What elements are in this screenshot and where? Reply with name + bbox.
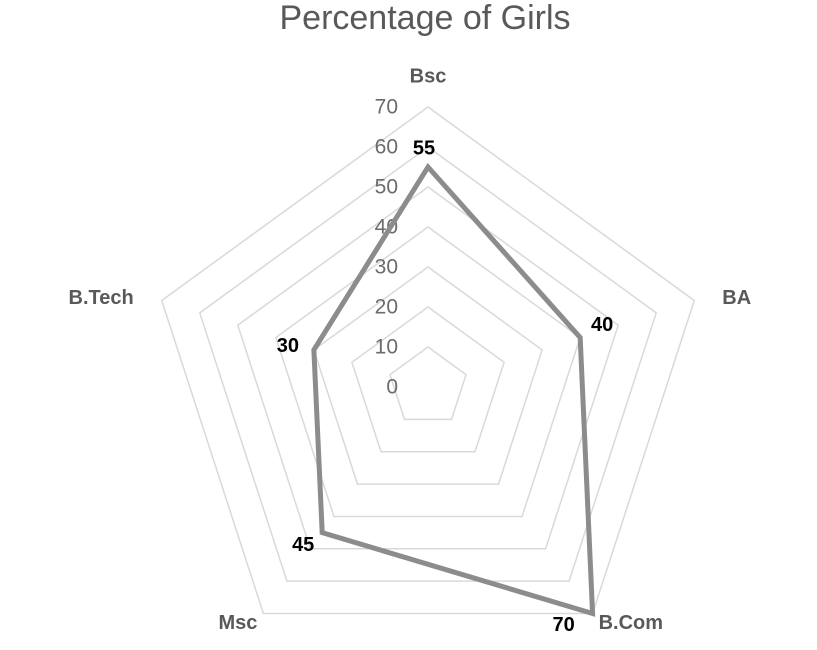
grid-ring (389, 346, 467, 421)
chart-title: Percentage of Girls (279, 0, 570, 37)
r-tick-label: 10 (375, 336, 398, 359)
r-tick-label: 70 (375, 96, 398, 119)
category-label: Msc (219, 612, 258, 634)
value-label: 70 (552, 614, 574, 636)
category-label: B.Tech (69, 287, 134, 309)
value-label: 55 (413, 137, 435, 159)
grid-ring (274, 226, 582, 518)
grid-ring (160, 106, 696, 615)
grid-ring (351, 306, 505, 453)
value-label: 45 (292, 534, 314, 556)
category-label: Bsc (410, 65, 447, 87)
value-label: 40 (591, 314, 613, 336)
value-label: 30 (277, 335, 299, 357)
grid-ring (198, 146, 658, 582)
grid-ring (236, 186, 620, 550)
category-label: BA (722, 287, 751, 309)
category-label: B.Com (599, 612, 663, 634)
r-tick-label: 0 (386, 376, 398, 399)
grid-ring (312, 266, 544, 485)
r-tick-label: 50 (375, 176, 398, 199)
r-tick-label: 20 (375, 296, 398, 319)
series-line (311, 162, 596, 617)
r-tick-label: 60 (375, 136, 398, 159)
r-tick-label: 30 (375, 256, 398, 279)
